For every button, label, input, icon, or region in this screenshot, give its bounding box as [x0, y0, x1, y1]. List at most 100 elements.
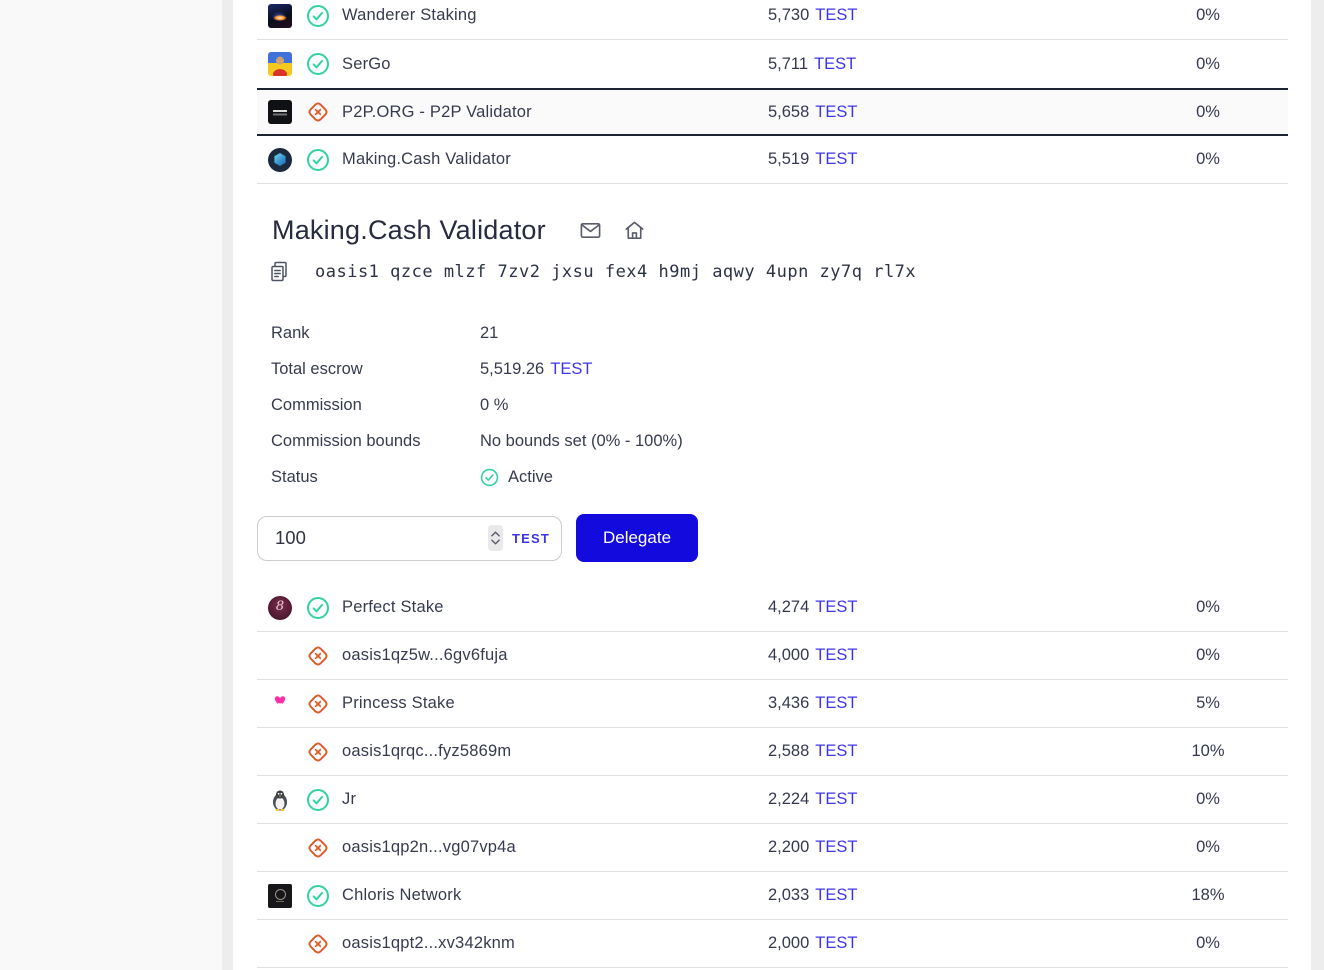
validator-row[interactable]: Making.Cash Validator 5,519 TEST 0% — [257, 136, 1288, 184]
validator-detail-fields: Rank 21 Total escrow 5,519.26 TEST Commis… — [271, 315, 1288, 495]
princess-stake-logo — [268, 690, 292, 717]
delegate-button[interactable]: Delegate — [576, 514, 698, 562]
validator-name: oasis1qrqc...fyz5869m — [342, 742, 512, 760]
detail-value: Active — [480, 468, 553, 487]
escrow-amount: 5,519 TEST — [768, 150, 858, 168]
fee-value: 18% — [1191, 886, 1225, 904]
main-content: Wanderer Staking 5,730 TEST 0% SerGo 5,71… — [233, 0, 1311, 970]
status-active-icon — [306, 596, 330, 620]
p2p-org-logo — [268, 100, 292, 124]
validator-name: oasis1qp2n...vg07vp4a — [342, 838, 516, 856]
validator-name: SerGo — [342, 54, 391, 73]
validator-name: Chloris Network — [342, 886, 462, 904]
validator-name: Wanderer Staking — [342, 6, 477, 24]
delegate-form: TEST Delegate — [257, 514, 1288, 562]
validator-name: Perfect Stake — [342, 598, 444, 616]
detail-label: Rank — [271, 323, 310, 342]
detail-value: 21 — [480, 323, 499, 342]
validator-row[interactable]: oasis1qpt2...xv342knm 2,000 TEST 0% — [257, 920, 1288, 968]
fee-value: 0% — [1196, 150, 1220, 168]
status-inactive-icon — [306, 836, 330, 860]
escrow-amount: 4,000 TEST — [768, 646, 858, 664]
detail-label: Commission bounds — [271, 431, 421, 450]
detail-value: 0 % — [480, 395, 509, 414]
validator-name: oasis1qz5w...6gv6fuja — [342, 646, 508, 664]
ticker-link[interactable]: TEST — [815, 150, 858, 168]
amount-ticker-label: TEST — [511, 530, 550, 546]
ticker-link[interactable]: TEST — [550, 359, 593, 378]
escrow-amount: 2,000 TEST — [768, 934, 858, 952]
validator-name: P2P.ORG - P2P Validator — [342, 102, 532, 121]
fee-value: 10% — [1191, 742, 1225, 760]
fee-value: 5% — [1196, 694, 1220, 712]
escrow-amount: 4,274 TEST — [768, 598, 858, 616]
escrow-amount: 5,658 TEST — [768, 102, 858, 121]
detail-label: Commission — [271, 395, 362, 414]
fee-value: 0% — [1196, 6, 1220, 24]
validator-row[interactable]: SerGo 5,711 TEST 0% — [257, 40, 1288, 88]
validator-row[interactable]: Wanderer Staking 5,730 TEST 0% — [257, 0, 1288, 40]
ticker-link[interactable]: TEST — [815, 790, 858, 808]
escrow-amount: 3,436 TEST — [768, 694, 858, 712]
validator-row[interactable]: oasis1qrqc...fyz5869m 2,588 TEST 10% — [257, 728, 1288, 776]
escrow-amount: 2,588 TEST — [768, 742, 858, 760]
ticker-link[interactable]: TEST — [815, 6, 858, 24]
status-active-icon — [306, 148, 330, 172]
chloris-network-logo — [268, 883, 292, 908]
ticker-link[interactable]: TEST — [815, 102, 858, 121]
fee-value: 0% — [1196, 646, 1220, 664]
fee-value: 0% — [1196, 934, 1220, 952]
detail-value: No bounds set (0% - 100%) — [480, 431, 683, 450]
ticker-link[interactable]: TEST — [815, 598, 858, 616]
ticker-link[interactable]: TEST — [815, 886, 858, 904]
validator-row[interactable]: Jr 2,224 TEST 0% — [257, 776, 1288, 824]
ticker-link[interactable]: TEST — [814, 54, 857, 73]
status-active-icon — [306, 52, 330, 76]
escrow-amount: 2,224 TEST — [768, 790, 858, 808]
status-active-icon — [306, 788, 330, 812]
status-active-icon — [306, 884, 330, 908]
status-active-icon — [480, 468, 499, 487]
detail-label: Status — [271, 467, 318, 486]
validator-row-highlighted[interactable]: P2P.ORG - P2P Validator 5,658 TEST 0% — [257, 88, 1288, 136]
validator-address-row: oasis1 qzce mlzf 7zv2 jxsu fex4 h9mj aqw… — [269, 260, 1288, 284]
perfect-stake-logo — [268, 595, 292, 620]
detail-label: Total escrow — [271, 359, 363, 378]
ticker-link[interactable]: TEST — [815, 694, 858, 712]
validator-name: Princess Stake — [342, 694, 455, 712]
email-icon[interactable] — [579, 219, 602, 242]
status-inactive-icon — [306, 740, 330, 764]
making-cash-logo — [268, 147, 292, 172]
website-icon[interactable] — [623, 219, 646, 242]
ticker-link[interactable]: TEST — [815, 838, 858, 856]
status-inactive-icon — [306, 100, 330, 124]
validator-row[interactable]: Chloris Network 2,033 TEST 18% — [257, 872, 1288, 920]
fee-value: 0% — [1196, 54, 1220, 73]
number-stepper[interactable] — [488, 525, 503, 551]
validator-row[interactable]: oasis1qz5w...6gv6fuja 4,000 TEST 0% — [257, 632, 1288, 680]
status-inactive-icon — [306, 932, 330, 956]
amount-input[interactable] — [275, 527, 489, 549]
ticker-link[interactable]: TEST — [815, 742, 858, 760]
escrow-amount: 5,711 TEST — [768, 54, 857, 73]
fee-value: 0% — [1196, 102, 1220, 121]
wanderer-staking-logo — [268, 3, 292, 28]
validator-title: Making.Cash Validator — [272, 215, 546, 245]
ticker-link[interactable]: TEST — [815, 646, 858, 664]
escrow-amount: 2,200 TEST — [768, 838, 858, 856]
validator-row[interactable]: oasis1qp2n...vg07vp4a 2,200 TEST 0% — [257, 824, 1288, 872]
sergo-logo — [268, 52, 292, 76]
validator-name: Making.Cash Validator — [342, 150, 511, 168]
fee-value: 0% — [1196, 838, 1220, 856]
detail-value: 5,519.26 TEST — [480, 359, 593, 378]
ticker-link[interactable]: TEST — [815, 934, 858, 952]
jr-logo — [268, 788, 292, 812]
copy-address-icon[interactable] — [269, 261, 289, 283]
validators-table-top: Wanderer Staking 5,730 TEST 0% SerGo 5,71… — [257, 0, 1288, 184]
sidebar — [0, 0, 222, 970]
fee-value: 0% — [1196, 790, 1220, 808]
validator-address: oasis1 qzce mlzf 7zv2 jxsu fex4 h9mj aqw… — [315, 262, 917, 282]
